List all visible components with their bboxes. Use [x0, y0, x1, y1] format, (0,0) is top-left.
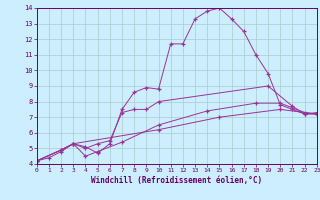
X-axis label: Windchill (Refroidissement éolien,°C): Windchill (Refroidissement éolien,°C) [91, 176, 262, 185]
